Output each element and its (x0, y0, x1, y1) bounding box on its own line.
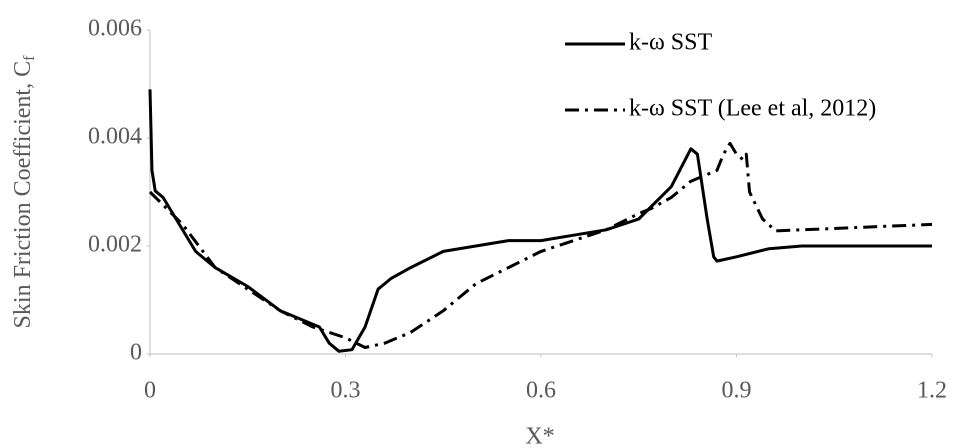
y-tick-label: 0.006 (88, 16, 142, 42)
x-tick-label: 1.2 (917, 378, 947, 404)
legend-label: k-ω SST (Lee et al, 2012) (629, 96, 876, 122)
legend-label: k-ω SST (629, 30, 712, 56)
x-axis-label: X* (525, 424, 554, 448)
x-tick-label: 0 (144, 378, 156, 404)
x-tick-label: 0.3 (331, 378, 361, 404)
y-axis-label: Skin Friction Coefficient, Cf (10, 55, 38, 329)
y-tick-label: 0 (130, 340, 142, 366)
y-axis-label-subscript: f (21, 55, 38, 61)
y-tick-label: 0.004 (88, 124, 142, 150)
series-line (148, 89, 932, 353)
y-tick-label: 0.002 (88, 232, 142, 258)
x-tick-label: 0.6 (526, 378, 556, 404)
x-tick-label: 0.9 (722, 378, 752, 404)
y-axis-label-main: Skin Friction Coefficient, C (10, 61, 36, 329)
